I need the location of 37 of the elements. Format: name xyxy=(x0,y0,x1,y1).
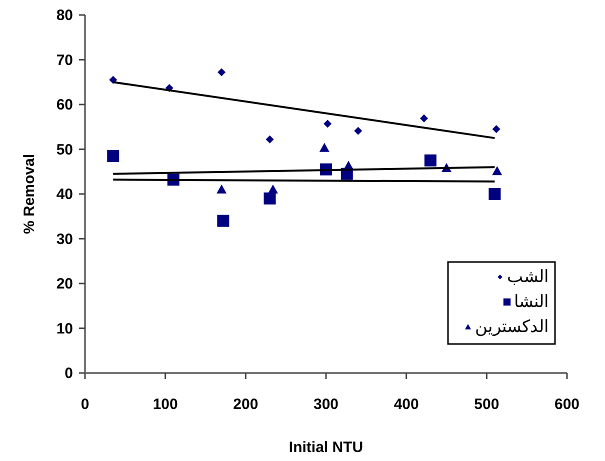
point xyxy=(488,188,501,200)
x-tick-label: 300 xyxy=(313,396,339,413)
x-tick-label: 0 xyxy=(80,396,90,413)
point xyxy=(324,120,332,128)
y-tick-label: 50 xyxy=(56,141,73,158)
point xyxy=(354,126,362,135)
x-tick-label: 600 xyxy=(554,396,580,413)
point xyxy=(492,125,500,134)
x-axis-title: Initial NTU xyxy=(288,439,364,456)
x-tick-label: 100 xyxy=(152,396,178,413)
legend-label: الشب xyxy=(507,267,549,286)
point xyxy=(264,192,276,204)
point xyxy=(420,114,428,122)
point xyxy=(268,184,278,194)
y-tick-label: 70 xyxy=(56,52,73,69)
x-tick-label: 400 xyxy=(394,396,419,413)
x-tick-label: 500 xyxy=(474,396,500,413)
legend-label: النشا xyxy=(514,292,549,311)
x-tick-label: 200 xyxy=(233,396,258,413)
point xyxy=(218,68,226,76)
point xyxy=(107,150,120,162)
point xyxy=(217,214,230,227)
point xyxy=(216,184,227,194)
point xyxy=(319,142,330,152)
y-tick-label: 40 xyxy=(56,186,73,203)
y-tick-label: 30 xyxy=(56,230,73,248)
y-axis-title: % Removal xyxy=(21,154,38,234)
point xyxy=(109,76,118,84)
y-tick-label: 10 xyxy=(56,320,73,338)
point xyxy=(266,135,274,144)
point xyxy=(424,154,436,166)
y-tick-label: 60 xyxy=(56,96,73,114)
y-tick-label: 0 xyxy=(64,365,73,382)
y-tick-label: 80 xyxy=(56,7,73,24)
legend-label: الدكسترين xyxy=(475,317,549,337)
y-tick-label: 20 xyxy=(56,276,73,292)
point xyxy=(492,166,502,176)
